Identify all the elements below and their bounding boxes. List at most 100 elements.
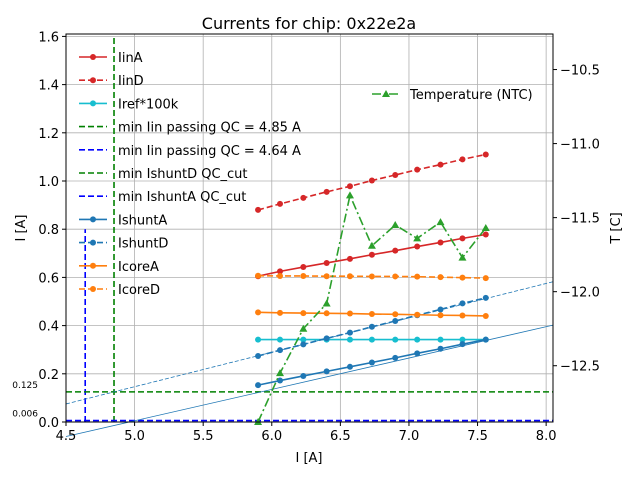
series-point-IshuntD — [277, 347, 284, 354]
y-tick-label: 1.4 — [38, 79, 59, 94]
legend-label: IinA — [118, 51, 143, 66]
series-point-IshuntA — [300, 372, 307, 379]
series-point-IcoreD — [414, 273, 421, 280]
legend-temp-marker — [382, 90, 390, 97]
temperature-point — [367, 241, 376, 249]
series-point-IinA — [277, 268, 284, 275]
temperature-point — [481, 224, 490, 231]
series-point-IinA — [392, 247, 399, 254]
series-point-IshuntA — [392, 354, 399, 361]
y2-tick-label: −11.5 — [560, 212, 600, 227]
series-point-Iref*100k — [414, 336, 421, 343]
legend-temp-label: Temperature (NTC) — [409, 88, 533, 103]
legend-label: IcoreD — [118, 283, 160, 298]
series-point-IinD — [277, 200, 284, 207]
y-tick-label: 0.6 — [38, 271, 59, 286]
series-point-IcoreA — [392, 311, 399, 318]
series-point-IcoreA — [437, 312, 444, 319]
y-tick-label: 1.0 — [38, 175, 59, 190]
series-point-IshuntD — [392, 318, 399, 325]
series-point-IcoreD — [255, 272, 262, 279]
series-point-IinA — [482, 231, 489, 238]
reference-lines: 0.125 0.006 — [12, 36, 553, 422]
legend-main: IinA IinD Iref*100k min Iin passing QC = 4.… — [79, 51, 301, 298]
legend-marker — [90, 100, 96, 107]
y-tick-label: 0.2 — [38, 368, 59, 383]
series-point-Iref*100k — [368, 336, 375, 343]
legend-marker — [90, 239, 96, 246]
series-point-IshuntA — [255, 382, 262, 389]
axis-ticks: 4.5 5.0 5.5 6.0 6.5 7.0 7.5 8.0 0.0 0.2 0.4 0.6 0.8 1… — [38, 30, 600, 444]
series-point-IcoreD — [346, 273, 353, 280]
temperature-point — [413, 234, 422, 242]
legend-label: min Iin passing QC = 4.85 A — [118, 121, 301, 136]
legend-temperature: Temperature (NTC) — [372, 88, 533, 103]
temperature-series — [254, 191, 490, 425]
reference-line-label: 0.125 — [12, 381, 38, 391]
series-point-Iref*100k — [392, 336, 399, 343]
chart-title: Currents for chip: 0x22e2a — [202, 14, 416, 33]
y2-tick-label: −12.0 — [560, 286, 600, 301]
series-point-IshuntA — [277, 377, 284, 384]
temperature-point — [458, 253, 467, 261]
series-point-Iref*100k — [459, 336, 466, 343]
series-point-IcoreD — [459, 274, 466, 281]
x-axis-label: I [A] — [295, 451, 322, 466]
legend-label: min IshuntD QC_cut — [118, 167, 248, 182]
legend-label: IshuntD — [118, 237, 168, 252]
series-point-IcoreA — [323, 310, 330, 317]
fit-lines — [65, 281, 554, 437]
fit-line — [65, 324, 554, 437]
plot-background — [66, 34, 553, 422]
series-point-IshuntA — [482, 336, 489, 343]
series-point-IcoreD — [368, 273, 375, 280]
series-point-IcoreA — [368, 311, 375, 318]
series-point-IinD — [300, 194, 307, 201]
x-tick-label: 6.5 — [330, 429, 351, 444]
series-point-IshuntD — [482, 294, 489, 301]
y-tick-label: 0.8 — [38, 223, 59, 238]
series-point-IcoreD — [437, 274, 444, 281]
legend-label: Iref*100k — [118, 97, 179, 112]
series-point-IinA — [368, 251, 375, 258]
series-point-IshuntD — [346, 329, 353, 336]
series-point-IshuntD — [459, 300, 466, 307]
series-point-IinA — [459, 235, 466, 242]
series-point-IshuntA — [368, 359, 375, 366]
legend-marker — [90, 286, 96, 292]
series-point-Iref*100k — [300, 336, 307, 343]
series-point-IshuntA — [346, 363, 353, 370]
series-point-IcoreA — [459, 312, 466, 319]
series-point-IinA — [414, 243, 421, 250]
series-point-IshuntA — [323, 368, 330, 375]
series-point-IcoreA — [255, 309, 262, 316]
x-tick-label: 4.5 — [56, 429, 77, 444]
y-tick-label: 0.4 — [38, 320, 59, 335]
x-tick-label: 7.5 — [467, 429, 488, 444]
legend-marker — [90, 216, 96, 223]
series-point-IcoreA — [346, 310, 353, 317]
series-point-IinD — [346, 183, 353, 190]
legend-label: IcoreA — [118, 260, 159, 275]
series-point-IinD — [323, 188, 330, 195]
y-axis-label: I [A] — [14, 214, 29, 241]
y2-tick-label: −11.0 — [560, 138, 600, 153]
series-point-IinD — [437, 161, 444, 168]
x-tick-label: 7.0 — [399, 429, 420, 444]
series-point-IshuntA — [459, 341, 466, 348]
series-point-Iref*100k — [346, 336, 353, 343]
series-point-IinA — [323, 259, 330, 266]
series-point-IshuntD — [300, 341, 307, 348]
series-point-IcoreA — [277, 309, 284, 316]
plot-frame — [65, 33, 554, 423]
temperature-point — [322, 299, 331, 307]
series-point-IinD — [459, 156, 466, 163]
series-point-Iref*100k — [437, 336, 444, 343]
series-point-IinD — [255, 206, 262, 213]
x-tick-label: 5.0 — [124, 429, 145, 444]
legend-label: IinD — [118, 74, 144, 89]
legend-label: min IshuntA QC_cut — [118, 190, 246, 205]
series-point-Iref*100k — [277, 336, 284, 343]
legend-label: IshuntA — [118, 213, 167, 228]
y-tick-label: 1.6 — [38, 30, 59, 45]
